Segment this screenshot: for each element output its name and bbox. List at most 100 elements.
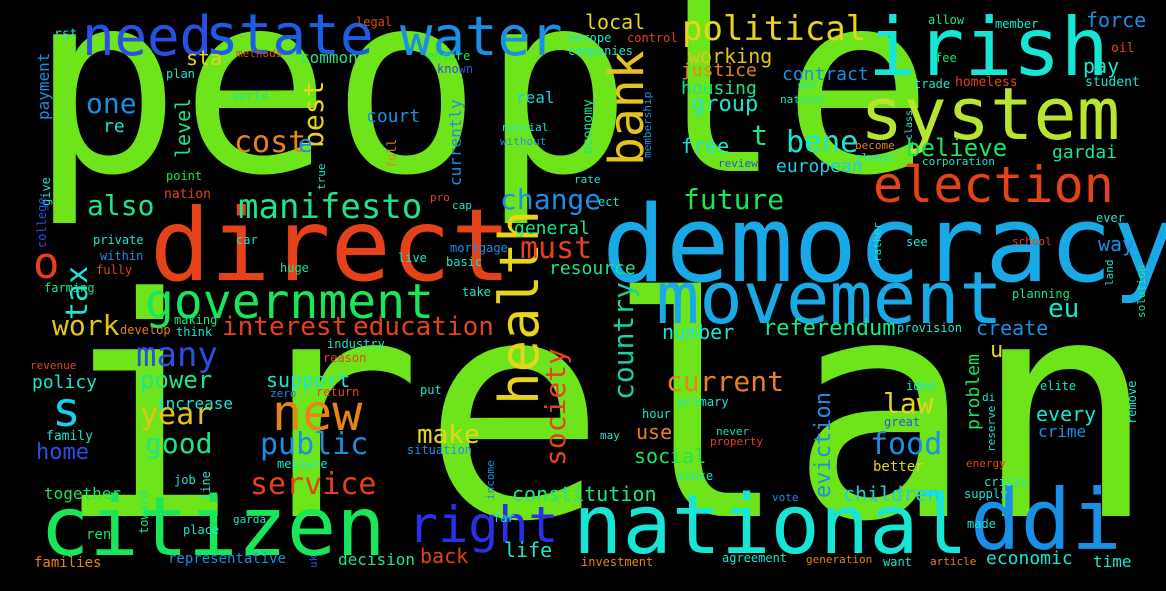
word: natural bbox=[780, 93, 827, 106]
word: service bbox=[250, 467, 377, 502]
word: property bbox=[710, 435, 763, 448]
word: situation bbox=[407, 443, 473, 457]
word: set bbox=[797, 79, 817, 92]
word: problem bbox=[963, 354, 984, 430]
word: constitution bbox=[512, 482, 657, 506]
word: number bbox=[662, 320, 735, 344]
word: within bbox=[100, 249, 144, 263]
word: cost bbox=[234, 125, 307, 160]
word: democracy bbox=[602, 183, 1166, 306]
word: pro bbox=[430, 191, 450, 204]
word: economic bbox=[986, 548, 1073, 569]
word: energy bbox=[966, 457, 1006, 470]
word: many bbox=[136, 335, 218, 375]
word: generation bbox=[806, 553, 873, 566]
word: homeless bbox=[955, 75, 1018, 90]
word: college bbox=[35, 197, 49, 248]
word: pay bbox=[1083, 54, 1120, 78]
word: manifesto bbox=[238, 187, 423, 227]
word: people bbox=[30, 0, 934, 230]
word: trade bbox=[914, 77, 951, 91]
word: social bbox=[634, 444, 707, 468]
word: better bbox=[873, 459, 924, 475]
word: force bbox=[1086, 8, 1147, 32]
word: oil bbox=[1111, 41, 1135, 56]
word: without bbox=[500, 135, 547, 148]
word: known bbox=[437, 62, 474, 76]
word: line bbox=[199, 471, 213, 500]
word: provision bbox=[897, 321, 963, 335]
word: representative bbox=[168, 551, 287, 567]
word: fully bbox=[96, 263, 133, 277]
word: since bbox=[677, 469, 714, 483]
word: need bbox=[82, 5, 213, 68]
word: school bbox=[1012, 235, 1052, 248]
word: return bbox=[316, 385, 360, 399]
word: develop bbox=[120, 323, 171, 337]
word: movement bbox=[656, 256, 1003, 340]
word: class bbox=[904, 109, 915, 140]
word: state bbox=[205, 3, 374, 68]
word: think bbox=[176, 325, 213, 339]
word: society bbox=[539, 347, 572, 466]
word: allow bbox=[928, 13, 965, 27]
word: government bbox=[145, 274, 434, 330]
word: citizen bbox=[40, 480, 386, 575]
word: reserve bbox=[985, 405, 998, 452]
word: garda bbox=[233, 513, 267, 526]
word: investment bbox=[581, 555, 654, 569]
word: article bbox=[930, 555, 977, 568]
word: become bbox=[855, 139, 895, 152]
word: reason bbox=[323, 351, 367, 365]
word: system bbox=[860, 72, 1121, 156]
word: plan bbox=[166, 67, 195, 81]
word: basic bbox=[446, 255, 483, 269]
word: methods bbox=[236, 47, 283, 60]
word: ever bbox=[1096, 211, 1125, 225]
word: world bbox=[232, 89, 269, 103]
word: right bbox=[408, 496, 559, 554]
word: payment bbox=[34, 52, 53, 120]
word: car bbox=[236, 233, 258, 247]
word: every bbox=[1036, 402, 1097, 426]
word: change bbox=[500, 183, 602, 216]
word: bene bbox=[786, 125, 859, 160]
word: country bbox=[607, 281, 640, 400]
word: place bbox=[183, 523, 220, 537]
word: rent bbox=[86, 527, 120, 543]
word: companies bbox=[568, 44, 634, 58]
word: currently bbox=[446, 99, 465, 186]
word: primary bbox=[678, 395, 729, 409]
word: farming bbox=[44, 281, 95, 295]
word: never bbox=[716, 425, 750, 438]
word: current bbox=[666, 365, 785, 398]
word: families bbox=[34, 555, 102, 571]
word: made bbox=[967, 517, 996, 531]
word: supply bbox=[964, 487, 1008, 501]
word: contract bbox=[782, 64, 869, 85]
word: life bbox=[504, 538, 553, 562]
word: private bbox=[93, 233, 144, 247]
word: rather bbox=[871, 222, 884, 262]
word: power bbox=[140, 366, 213, 394]
word: future bbox=[683, 183, 785, 216]
word: water bbox=[400, 5, 563, 68]
word: election bbox=[873, 156, 1114, 214]
word: see bbox=[906, 235, 928, 249]
word: s bbox=[52, 382, 81, 438]
word: solution bbox=[1135, 265, 1148, 318]
word: income bbox=[484, 460, 497, 500]
word: corporation bbox=[922, 155, 995, 168]
word: member bbox=[995, 17, 1039, 31]
word: agreement bbox=[722, 551, 788, 565]
word: true bbox=[315, 163, 328, 191]
word: want bbox=[883, 555, 912, 569]
word: great bbox=[884, 415, 921, 429]
word: economy bbox=[581, 99, 596, 154]
word: e bbox=[298, 130, 313, 158]
word: time bbox=[1093, 552, 1132, 571]
word: planning bbox=[1012, 287, 1070, 301]
word: law bbox=[883, 387, 934, 420]
word: year bbox=[140, 397, 213, 432]
word: back bbox=[420, 544, 469, 568]
